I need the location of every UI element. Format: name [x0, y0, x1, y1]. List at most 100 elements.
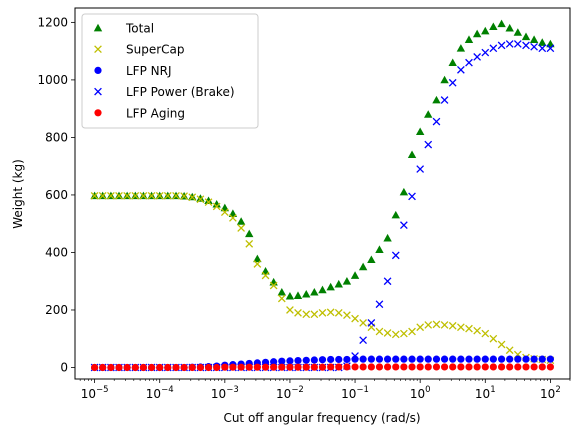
x-tick-label: 10−3: [211, 385, 239, 401]
data-point: [261, 271, 270, 280]
data-point: [204, 363, 213, 372]
data-point: [375, 363, 384, 371]
data-point: [302, 310, 311, 319]
data-point: [400, 221, 408, 229]
data-point: [522, 41, 530, 50]
data-point: [457, 65, 465, 74]
data-point: [318, 308, 327, 317]
data-point: [155, 191, 164, 200]
data-point: [245, 229, 254, 238]
data-point: [115, 191, 123, 200]
data-point: [204, 198, 213, 206]
data-point: [131, 363, 139, 372]
data-point: [342, 277, 352, 285]
data-point: [293, 291, 303, 299]
data-point: [327, 355, 335, 364]
data-point: [497, 355, 506, 363]
data-point: [538, 44, 547, 53]
data-point: [237, 363, 245, 371]
data-point: [188, 193, 197, 202]
data-point: [90, 191, 99, 200]
data-point: [139, 363, 148, 372]
data-point: [449, 363, 457, 371]
series-supercap: [90, 191, 555, 365]
data-point: [229, 214, 237, 222]
data-point: [212, 202, 221, 211]
y-tick-label: 800: [45, 130, 68, 144]
data-point: [506, 363, 514, 371]
data-point: [131, 191, 140, 200]
data-point: [359, 355, 367, 363]
legend-item: LFP NRJ: [94, 64, 172, 78]
data-point: [489, 355, 497, 363]
data-point: [98, 191, 107, 200]
data-point: [358, 262, 368, 271]
data-point: [424, 110, 433, 118]
data-point: [212, 199, 221, 208]
data-point: [351, 352, 359, 360]
x-tick-label: 100: [410, 385, 431, 401]
data-point: [335, 363, 343, 371]
data-point: [473, 53, 482, 61]
data-point: [156, 363, 164, 372]
data-point: [196, 363, 205, 372]
y-tick-label: 400: [45, 245, 68, 259]
data-point: [343, 311, 351, 320]
data-point: [229, 363, 237, 371]
x-axis-label: Cut off angular frequency (rad/s): [223, 411, 420, 425]
data-point: [318, 285, 327, 294]
data-point: [253, 254, 262, 263]
data-point: [139, 191, 148, 200]
data-point: [481, 363, 489, 371]
data-point: [440, 96, 449, 104]
data-point: [408, 363, 416, 371]
data-point: [457, 363, 465, 371]
data-point: [530, 363, 538, 371]
y-tick-label: 1200: [37, 15, 68, 29]
data-point: [285, 291, 295, 300]
data-point: [253, 363, 261, 371]
data-point: [440, 355, 449, 363]
data-point: [432, 95, 441, 104]
data-point: [375, 300, 384, 309]
data-point: [180, 192, 188, 200]
data-point: [220, 208, 229, 217]
data-point: [546, 363, 554, 371]
data-point: [457, 323, 465, 332]
data-point: [343, 363, 351, 371]
data-point: [164, 363, 172, 372]
data-point: [391, 330, 400, 339]
data-point: [351, 314, 359, 323]
data-point: [99, 363, 107, 372]
legend-label: LFP Aging: [126, 106, 185, 120]
data-point: [392, 355, 400, 363]
data-point: [294, 308, 302, 317]
data-point: [261, 363, 270, 371]
data-point: [302, 289, 311, 298]
data-point: [123, 191, 131, 200]
data-point: [383, 363, 392, 371]
data-point: [432, 355, 441, 363]
data-point: [367, 319, 376, 327]
x-tick-label: 102: [540, 385, 561, 401]
data-point: [505, 40, 514, 48]
legend-marker: [93, 23, 103, 32]
data-point: [465, 363, 473, 371]
data-point: [538, 355, 546, 363]
data-point: [449, 355, 457, 363]
data-point: [367, 255, 376, 264]
data-point: [375, 327, 384, 336]
data-point: [465, 58, 473, 67]
legend-item: LFP Power (Brake): [94, 85, 235, 99]
data-point: [399, 187, 409, 196]
legend-item: SuperCap: [94, 43, 185, 57]
y-axis-label: Weight (kg): [11, 159, 25, 229]
data-point: [481, 355, 489, 363]
data-point: [521, 32, 531, 41]
data-point: [505, 346, 514, 355]
data-point: [416, 323, 425, 332]
data-point: [456, 44, 466, 52]
y-tick-label: 0: [60, 360, 68, 374]
x-axis-ticks: 10−5 10−4 10−3 10−2 10−1 100 101 102: [79, 379, 571, 401]
data-point: [334, 308, 343, 317]
